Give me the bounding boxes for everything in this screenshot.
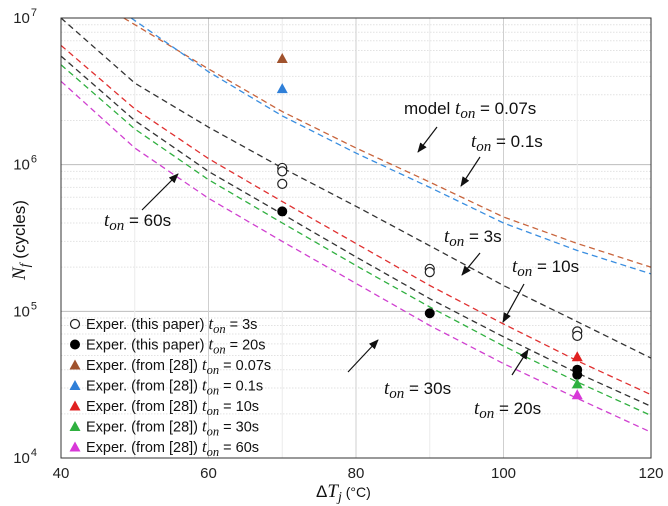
annotation-arrow xyxy=(417,126,438,153)
data-point-series-2 xyxy=(276,52,288,63)
y-axis-label: Nf (cycles) xyxy=(9,200,33,281)
legend-entry: Exper. (from [28]) ton = 10s xyxy=(86,396,259,418)
legend-entry: Exper. (from [28]) ton = 0.07s xyxy=(86,355,271,377)
annotation-label: ton = 60s xyxy=(104,210,171,234)
annotation-arrow xyxy=(461,252,481,276)
data-point-series-0 xyxy=(424,267,435,278)
legend-marker xyxy=(69,318,81,330)
data-point-series-3 xyxy=(276,83,288,94)
model-curve-20s xyxy=(61,55,651,407)
model-curve-3s xyxy=(61,18,651,359)
legend-marker xyxy=(69,380,81,390)
data-point-series-0 xyxy=(277,178,288,189)
data-point-series-0 xyxy=(572,330,583,341)
legend-marker xyxy=(69,421,81,431)
legend-marker xyxy=(70,339,80,350)
annotation-arrow xyxy=(141,173,179,211)
x-tick-label: 120 xyxy=(638,465,663,482)
legend-marker xyxy=(69,359,81,370)
legend-entry: Exper. (this paper) ton = 20s xyxy=(86,335,266,357)
data-point-series-6 xyxy=(571,389,583,400)
legend-entry: Exper. (from [28]) ton = 30s xyxy=(86,417,259,439)
y-tick-label: 104 xyxy=(13,447,37,467)
annotation-arrow xyxy=(347,339,379,373)
annotation-label: ton = 30s xyxy=(384,378,451,402)
legend-entry: Exper. (from [28]) ton = 0.1s xyxy=(86,376,263,398)
x-tick-label: 100 xyxy=(491,465,516,482)
annotation-arrow xyxy=(460,156,481,187)
model-curves xyxy=(61,18,651,433)
grid xyxy=(61,18,651,459)
x-tick-label: 80 xyxy=(348,465,365,482)
annotation-label: ton = 10s xyxy=(512,256,579,280)
data-point-series-1 xyxy=(277,206,288,217)
x-axis-label: ΔTj (°C) xyxy=(316,481,371,505)
data-point-series-0 xyxy=(277,166,288,177)
experimental-points xyxy=(276,52,583,400)
x-tick-label: 40 xyxy=(53,465,70,482)
annotation-arrow xyxy=(502,283,525,323)
y-tick-label: 106 xyxy=(13,154,37,174)
legend-entry: Exper. (this paper) ton = 3s xyxy=(86,314,257,336)
y-tick-label: 107 xyxy=(13,7,37,27)
y-tick-label: 105 xyxy=(13,300,37,320)
model-curve-0p07s xyxy=(123,18,651,268)
legend-marker xyxy=(69,400,81,411)
annotation-label: ton = 3s xyxy=(444,226,502,250)
annotation-label: ton = 20s xyxy=(474,398,541,422)
data-point-series-4 xyxy=(571,351,583,362)
annotation-arrow xyxy=(511,349,529,376)
x-tick-label: 60 xyxy=(200,465,217,482)
data-point-series-5 xyxy=(571,378,583,389)
data-point-series-1 xyxy=(572,369,583,380)
model-curve-0p1s xyxy=(130,18,651,275)
annotations: model ton = 0.07s ton = 0.1s ton = 60s ton … xyxy=(104,98,579,422)
model-curve-60s xyxy=(61,80,651,433)
annotation-label: ton = 0.1s xyxy=(471,131,543,155)
model-curve-30s xyxy=(61,64,651,417)
annotation-label: model ton = 0.07s xyxy=(404,98,536,122)
legend-entry: Exper. (from [28]) ton = 60s xyxy=(86,437,259,459)
legend-marker xyxy=(69,441,81,452)
data-point-series-1 xyxy=(424,308,435,319)
plot-frame xyxy=(60,17,652,459)
